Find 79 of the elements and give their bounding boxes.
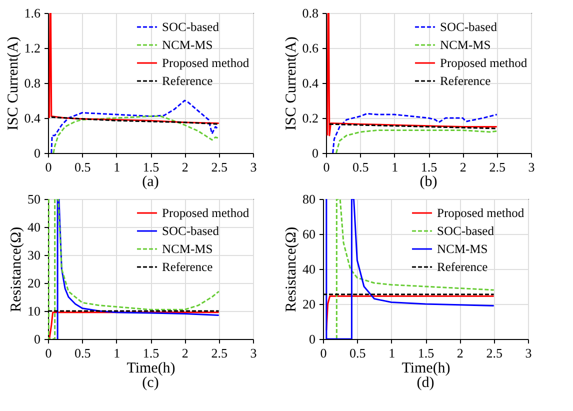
legend-label: NCM-MS <box>162 38 213 52</box>
y-tick-label: 30 <box>28 248 40 262</box>
x-tick-label: 2 <box>182 346 188 360</box>
x-tick-label: 2.5 <box>211 346 228 360</box>
y-tick-label: 0.4 <box>302 76 319 90</box>
line-series <box>52 116 220 153</box>
legend-label: Proposed method <box>162 206 250 220</box>
y-axis-title: Resistance(Ω) <box>8 226 24 312</box>
y-tick-label: 60 <box>302 226 316 242</box>
y-tick-label: 20 <box>302 296 316 312</box>
x-tick-label: 1.5 <box>142 346 160 360</box>
legend-label: SOC-based <box>162 20 220 34</box>
y-axis-title: Resistance(Ω) <box>284 226 300 312</box>
legend-label: SOC-based <box>440 20 498 34</box>
y-tick-label: 40 <box>302 262 316 276</box>
legend-label: Proposed method <box>162 56 250 70</box>
y-tick-label: 0.8 <box>24 76 40 90</box>
x-tick-label: 3 <box>525 346 532 360</box>
x-tick-label: 0 <box>323 160 330 174</box>
legend-label: Proposed method <box>437 206 525 220</box>
x-tick-label: 1 <box>114 160 120 174</box>
x-tick-label: 1.5 <box>418 346 434 360</box>
line-series <box>50 100 220 153</box>
x-tick-label: 1.5 <box>142 160 160 174</box>
y-tick-label: 0.2 <box>302 110 318 126</box>
y-tick-label: 80 <box>302 192 316 206</box>
legend-label: NCM-MS <box>162 242 213 256</box>
x-axis-title: Time(h) <box>126 360 176 376</box>
y-tick-label: 0 <box>34 332 40 346</box>
text: (b) <box>420 174 438 190</box>
y-tick-label: 40 <box>28 220 40 234</box>
legend-label: Reference <box>162 260 214 274</box>
text: (d) <box>416 375 434 391</box>
y-tick-label: 0.6 <box>302 40 319 56</box>
x-tick-label: 0 <box>45 346 52 360</box>
x-tick-label: 3 <box>250 346 257 360</box>
y-tick-label: 0 <box>312 146 318 160</box>
x-tick-label: 2 <box>182 160 188 174</box>
x-tick-label: 1 <box>114 346 120 360</box>
x-tick-label: 0.5 <box>74 160 91 174</box>
x-tick-label: 0.5 <box>350 346 366 360</box>
legend-label: SOC-based <box>162 224 220 238</box>
line-series <box>336 130 498 153</box>
x-tick-label: 0 <box>45 160 52 174</box>
legend-label: NCM-MS <box>440 38 491 52</box>
y-tick-label: 20 <box>28 276 40 290</box>
legend-label: Proposed method <box>440 56 528 70</box>
y-tick-label: 0.4 <box>24 110 41 126</box>
y-tick-label: 0 <box>34 146 40 160</box>
y-axis-title: ISC Current(A) <box>283 36 300 130</box>
y-tick-label: 1.6 <box>24 6 41 20</box>
text: (a) <box>142 174 159 190</box>
x-tick-label: 1 <box>392 160 398 174</box>
line-series <box>332 112 498 153</box>
x-tick-label: 2 <box>456 346 464 360</box>
y-axis-title: ISC Current(A) <box>5 36 22 130</box>
text: (c) <box>142 375 159 391</box>
x-tick-label: 2.5 <box>489 160 506 174</box>
y-tick-label: 10 <box>28 304 40 318</box>
x-tick-label: 0.5 <box>352 160 369 174</box>
x-tick-label: 2 <box>460 160 466 174</box>
line-series <box>50 116 220 125</box>
x-tick-label: 2.5 <box>211 160 228 174</box>
x-tick-label: 2.5 <box>486 346 502 360</box>
legend-label: SOC-based <box>437 224 495 238</box>
x-axis-title: Time(h) <box>402 360 450 376</box>
legend-label: NCM-MS <box>437 242 488 256</box>
y-tick-label: 1.2 <box>24 40 40 56</box>
y-tick-label: 0.8 <box>302 6 318 20</box>
legend-label: Reference <box>437 260 488 274</box>
y-tick-label: 0 <box>309 332 316 346</box>
y-tick-label: 50 <box>28 192 40 206</box>
x-tick-label: 3 <box>250 160 257 174</box>
x-tick-label: 1.5 <box>420 160 438 174</box>
x-tick-label: 0.5 <box>74 346 91 360</box>
legend-label: Reference <box>440 74 492 88</box>
legend-label: Reference <box>162 74 214 88</box>
x-tick-label: 1 <box>388 346 396 360</box>
x-tick-label: 3 <box>528 160 535 174</box>
